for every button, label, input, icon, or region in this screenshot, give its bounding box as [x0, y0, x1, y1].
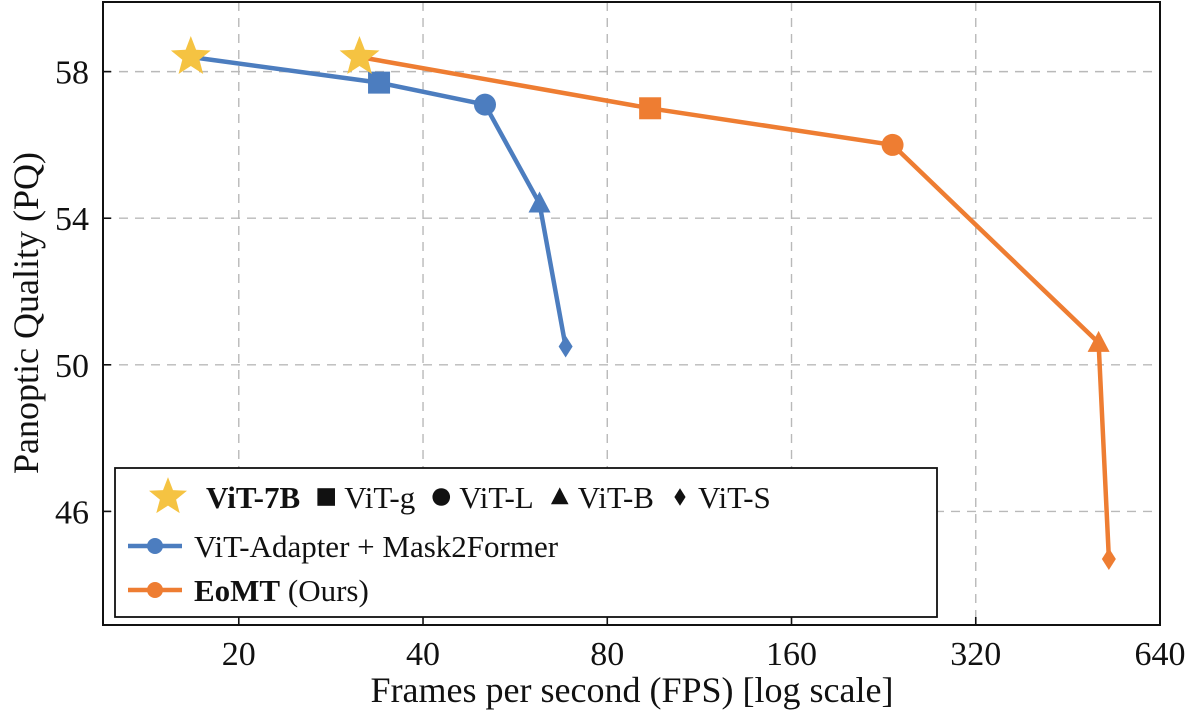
- legend-triangle-icon: [550, 487, 569, 505]
- legend-diamond-icon: [674, 488, 686, 506]
- x-tick-label: 20: [222, 636, 256, 673]
- data-point-vit-s: [558, 335, 573, 358]
- x-axis-title: Frames per second (FPS) [log scale]: [371, 670, 894, 710]
- legend-entry-rest: ViT-Adapter + Mask2Former: [194, 529, 559, 564]
- x-tick-label: 40: [406, 636, 440, 673]
- y-axis-title: Panoptic Quality (PQ): [6, 152, 46, 474]
- legend-item-vit-7b: ViT-7B: [149, 477, 300, 515]
- x-tick-label: 320: [950, 636, 1001, 673]
- legend-entry-vit-adapter-mask2former: ViT-Adapter + Mask2Former: [128, 529, 559, 564]
- legend-circle-icon: [147, 582, 163, 598]
- x-tick-label: 160: [766, 636, 817, 673]
- plot-frame: [102, 1, 1161, 626]
- legend-entry-rest: (Ours): [280, 573, 369, 608]
- data-point-vit-s: [1101, 548, 1116, 571]
- data-point-vit-b: [528, 191, 551, 213]
- y-tick-label: 58: [55, 55, 89, 92]
- legend-item-vit-s: ViT-S: [674, 480, 771, 515]
- legend-box: [114, 467, 938, 618]
- legend-entry-label: ViT-Adapter + Mask2Former: [194, 529, 559, 564]
- legend-item-label: ViT-S: [698, 480, 771, 515]
- x-axis: 20 40 80 160 320 640: [222, 617, 1186, 673]
- legend-item-label: ViT-g: [344, 480, 415, 515]
- y-tick-label: 54: [55, 201, 89, 238]
- legend-entry-bold: EoMT: [194, 573, 280, 608]
- legend-entry-label: EoMT (Ours): [194, 573, 369, 608]
- y-axis: 46 50 54 58: [55, 55, 111, 531]
- legend-circle-icon: [432, 488, 451, 506]
- legend-item-vit-b: ViT-B: [550, 480, 654, 515]
- legend-star-icon: [149, 477, 187, 514]
- series-layer: [170, 36, 1116, 571]
- data-point-vit-g: [639, 97, 662, 120]
- data-point-vit-b: [1087, 330, 1110, 352]
- legend-item-label: ViT-B: [578, 480, 654, 515]
- legend-square-icon: [317, 488, 335, 506]
- legend: ViT-7B ViT-g ViT-L ViT-B ViT-S ViT-Adapter +…: [114, 467, 938, 618]
- series-line: [188, 54, 568, 349]
- data-point-vit-7b: [170, 36, 211, 74]
- y-tick-label: 46: [55, 494, 89, 531]
- y-tick-label: 50: [55, 348, 89, 385]
- series-vit-adapter-mask2former: [170, 36, 573, 358]
- data-point-vit-l: [473, 93, 496, 116]
- x-tick-label: 640: [1135, 636, 1186, 673]
- x-tick-label: 80: [590, 636, 624, 673]
- legend-item-vit-l: ViT-L: [432, 480, 534, 515]
- data-point-vit-l: [881, 133, 904, 156]
- legend-item-label: ViT-7B: [206, 480, 300, 515]
- legend-series-list: ViT-Adapter + Mask2Former EoMT (Ours): [128, 529, 559, 608]
- legend-entry-eomt: EoMT (Ours): [128, 573, 369, 608]
- legend-marker-row: ViT-7B ViT-g ViT-L ViT-B ViT-S: [149, 477, 771, 515]
- legend-circle-icon: [147, 538, 163, 554]
- series-eomt: [339, 36, 1116, 571]
- legend-item-label: ViT-L: [459, 480, 534, 515]
- legend-item-vit-g: ViT-g: [317, 480, 415, 515]
- data-point-vit-g: [368, 71, 391, 94]
- data-point-vit-7b: [339, 36, 380, 74]
